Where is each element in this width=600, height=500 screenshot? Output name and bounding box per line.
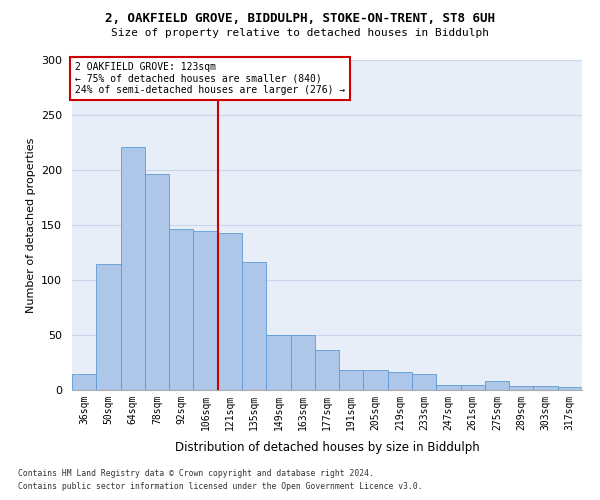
X-axis label: Distribution of detached houses by size in Biddulph: Distribution of detached houses by size … xyxy=(175,441,479,454)
Bar xyxy=(290,335,315,390)
Bar xyxy=(558,386,582,390)
Text: Contains HM Land Registry data © Crown copyright and database right 2024.: Contains HM Land Registry data © Crown c… xyxy=(18,468,374,477)
Text: Contains public sector information licensed under the Open Government Licence v3: Contains public sector information licen… xyxy=(18,482,422,491)
Bar xyxy=(145,174,169,390)
Bar xyxy=(72,374,96,390)
Bar xyxy=(315,350,339,390)
Bar xyxy=(533,386,558,390)
Text: 2 OAKFIELD GROVE: 123sqm
← 75% of detached houses are smaller (840)
24% of semi-: 2 OAKFIELD GROVE: 123sqm ← 75% of detach… xyxy=(74,62,345,95)
Bar xyxy=(364,370,388,390)
Y-axis label: Number of detached properties: Number of detached properties xyxy=(26,138,35,312)
Bar xyxy=(193,230,218,390)
Bar xyxy=(266,335,290,390)
Bar xyxy=(485,381,509,390)
Text: 2, OAKFIELD GROVE, BIDDULPH, STOKE-ON-TRENT, ST8 6UH: 2, OAKFIELD GROVE, BIDDULPH, STOKE-ON-TR… xyxy=(105,12,495,26)
Bar xyxy=(509,386,533,390)
Text: Size of property relative to detached houses in Biddulph: Size of property relative to detached ho… xyxy=(111,28,489,38)
Bar xyxy=(339,370,364,390)
Bar xyxy=(169,230,193,390)
Bar xyxy=(436,384,461,390)
Bar xyxy=(388,372,412,390)
Bar xyxy=(461,384,485,390)
Bar xyxy=(218,232,242,390)
Bar xyxy=(412,374,436,390)
Bar xyxy=(96,264,121,390)
Bar xyxy=(121,147,145,390)
Bar xyxy=(242,262,266,390)
